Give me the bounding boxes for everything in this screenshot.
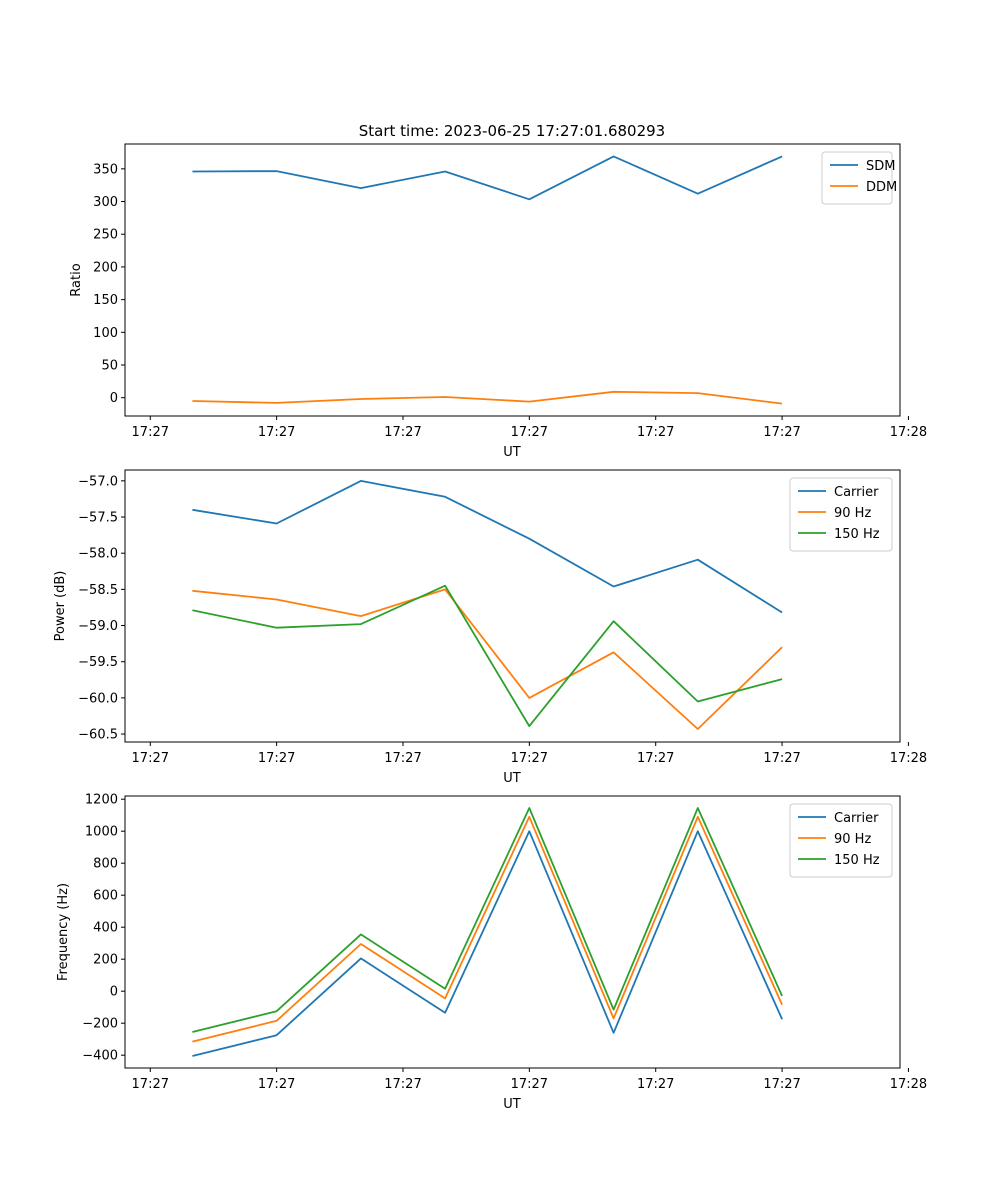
y-tick-label: 400: [93, 921, 118, 936]
chart-title: Start time: 2023-06-25 17:27:01.680293: [359, 122, 665, 140]
x-axis-label: UT: [503, 1097, 521, 1112]
y-tick-label: −60.5: [78, 728, 118, 743]
legend-label: 150 Hz: [834, 853, 880, 868]
x-tick-label: 17:27: [511, 425, 548, 440]
y-tick-label: −60.0: [78, 691, 118, 706]
y-tick-label: 1200: [85, 793, 118, 808]
y-axis-label: Power (dB): [53, 571, 68, 642]
y-tick-label: 100: [93, 326, 118, 341]
y-tick-label: −59.0: [78, 619, 118, 634]
x-tick-label: 17:27: [132, 751, 169, 766]
series-line-90-hz: [192, 588, 783, 730]
x-axis-label: UT: [503, 445, 521, 460]
legend-label: 90 Hz: [834, 832, 871, 847]
x-tick-label: 17:27: [258, 751, 295, 766]
y-tick-label: −400: [82, 1049, 118, 1064]
y-tick-label: −59.5: [78, 655, 118, 670]
axes-frame: [124, 795, 901, 1069]
legend-label: Carrier: [834, 811, 879, 826]
y-tick-label: 200: [93, 953, 118, 968]
y-tick-label: 600: [93, 889, 118, 904]
x-tick-label: 17:27: [763, 425, 800, 440]
x-tick-label: 17:27: [511, 751, 548, 766]
x-tick-label: 17:27: [637, 1077, 674, 1092]
y-tick-label: −200: [82, 1017, 118, 1032]
ratio-panel: Start time: 2023-06-25 17:27:01.680293 R…: [69, 122, 927, 460]
series-line-150-hz: [192, 807, 783, 1033]
x-tick-label: 17:27: [384, 1077, 421, 1092]
x-tick-label: 17:27: [132, 1077, 169, 1092]
x-axis-label: UT: [503, 771, 521, 786]
y-tick-label: −57.0: [78, 474, 118, 489]
y-axis-label: Frequency (Hz): [56, 883, 71, 981]
y-tick-label: −58.0: [78, 547, 118, 562]
series-line-150-hz: [192, 584, 783, 727]
y-tick-label: 150: [93, 293, 118, 308]
series-line-carrier: [192, 830, 783, 1057]
series-line-ddm: [192, 390, 783, 405]
legend-label: 90 Hz: [834, 506, 871, 521]
x-tick-label: 17:27: [637, 425, 674, 440]
legend-label: Carrier: [834, 485, 879, 500]
power-panel: Power (dB) UT 17:27 17:27 17:27 17:27 17:27 1…: [53, 469, 927, 786]
series-line-carrier: [192, 479, 783, 614]
y-tick-label: 300: [93, 195, 118, 210]
axes-frame: [124, 469, 901, 743]
x-tick-label: 17:27: [258, 425, 295, 440]
series-line-90-hz: [192, 815, 783, 1043]
y-tick-label: 800: [93, 857, 118, 872]
y-tick-label: 250: [93, 228, 118, 243]
y-tick-label: 0: [110, 985, 118, 1000]
legend: SDM DDM: [821, 151, 897, 205]
y-tick-label: 0: [110, 391, 118, 406]
x-tick-label: 17:28: [890, 751, 927, 766]
x-tick-label: 17:27: [511, 1077, 548, 1092]
legend: Carrier 90 Hz 150 Hz: [789, 803, 893, 878]
x-tick-label: 17:27: [637, 751, 674, 766]
y-tick-label: 200: [93, 260, 118, 275]
axes-frame: [124, 143, 901, 417]
power-plot-area: 17:27 17:27 17:27 17:27 17:27 17:27 17:28 −60.5…: [78, 469, 927, 766]
legend-label: 150 Hz: [834, 527, 880, 542]
ratio-plot-area: 17:27 17:27 17:27 17:27 17:27 17:27 17:28 0 50 10…: [93, 143, 927, 440]
x-tick-label: 17:27: [763, 751, 800, 766]
frequency-panel: Frequency (Hz) UT 17:27 17:27 17:27 17:27 17…: [56, 793, 927, 1112]
x-tick-label: 17:27: [384, 751, 421, 766]
y-tick-label: 50: [101, 359, 118, 374]
y-tick-label: −57.5: [78, 511, 118, 526]
y-tick-label: −58.5: [78, 583, 118, 598]
frequency-plot-area: 17:27 17:27 17:27 17:27 17:27 17:27 17:28 −400 −…: [82, 793, 927, 1092]
x-tick-label: 17:27: [132, 425, 169, 440]
legend-label: SDM: [866, 159, 895, 174]
x-tick-label: 17:28: [890, 425, 927, 440]
legend-label: DDM: [866, 180, 897, 195]
x-tick-label: 17:27: [258, 1077, 295, 1092]
series-line-sdm: [192, 155, 783, 201]
x-tick-label: 17:27: [763, 1077, 800, 1092]
legend: Carrier 90 Hz 150 Hz: [789, 477, 893, 552]
y-tick-label: 1000: [85, 825, 118, 840]
x-tick-label: 17:27: [384, 425, 421, 440]
y-axis-label: Ratio: [69, 263, 84, 296]
x-tick-label: 17:28: [890, 1077, 927, 1092]
y-tick-label: 350: [93, 162, 118, 177]
